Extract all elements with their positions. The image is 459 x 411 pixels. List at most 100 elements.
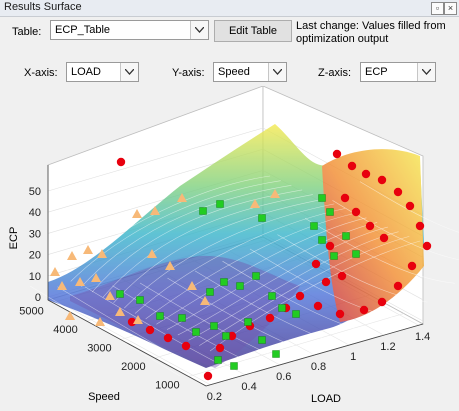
square-marker — [258, 214, 266, 222]
mesh-line — [167, 277, 318, 356]
square-marker — [318, 194, 326, 202]
triangle-marker — [115, 307, 125, 316]
circle-marker — [332, 149, 342, 159]
mesh-line — [59, 175, 271, 277]
square-marker — [222, 332, 230, 340]
square-marker — [156, 312, 164, 320]
mesh-line — [359, 181, 459, 233]
circle-marker — [321, 277, 331, 287]
triangle-marker — [250, 199, 260, 208]
triangle-marker — [105, 291, 115, 300]
load-axis-line — [205, 323, 424, 387]
speed-axis-line — [47, 299, 207, 387]
circle-marker — [265, 313, 275, 323]
edit-table-button[interactable]: Edit Table — [214, 20, 292, 42]
y-tick-label: 1000 — [155, 380, 179, 392]
chevron-down-icon — [417, 63, 435, 81]
triangle-marker — [150, 206, 160, 215]
mesh-line — [102, 194, 313, 298]
triangle-marker — [165, 261, 175, 270]
chevron-down-icon — [190, 21, 208, 39]
square-marker — [258, 336, 266, 344]
x-tick-label: 1.4 — [415, 331, 430, 343]
triangle-marker — [187, 281, 197, 290]
mesh-line — [113, 198, 324, 303]
status-text: Last change: Values filled from optimiza… — [296, 20, 446, 45]
chevron-down-icon — [120, 63, 138, 81]
triangle-marker — [91, 273, 101, 282]
circle-marker — [116, 157, 126, 167]
mesh-line — [134, 208, 346, 314]
x-axis-label: X-axis: — [24, 67, 58, 79]
mesh-line — [304, 218, 456, 284]
square-marker — [268, 292, 276, 300]
square-marker — [342, 232, 350, 240]
x-tick-label: 1 — [350, 351, 356, 363]
square-marker — [326, 208, 334, 216]
table-dropdown-value: ECP_Table — [55, 24, 111, 36]
square-marker — [252, 272, 260, 280]
mesh-line — [332, 200, 459, 261]
circle-marker — [379, 233, 389, 243]
circle-marker — [377, 175, 387, 185]
circle-marker — [405, 201, 415, 211]
circle-marker — [337, 271, 347, 281]
circle-marker — [407, 261, 417, 271]
mesh-line — [81, 184, 292, 287]
circle-marker — [335, 309, 345, 319]
triangle-marker — [50, 267, 60, 276]
square-marker — [220, 278, 228, 286]
triangle-marker — [133, 315, 143, 324]
grid-line — [47, 127, 264, 192]
triangle-marker — [95, 317, 105, 326]
square-marker — [210, 322, 218, 330]
mesh-line — [177, 226, 388, 336]
x-axis-title: LOAD — [311, 393, 341, 405]
square-marker — [292, 310, 300, 318]
z-tick-label: 10 — [29, 271, 41, 283]
y-tick-label: 4000 — [53, 324, 77, 336]
mesh-line — [145, 212, 356, 320]
table-dropdown[interactable]: ECP_Table — [50, 20, 209, 40]
grid-line — [52, 298, 211, 386]
triangle-marker — [177, 193, 187, 202]
window-title: Results Surface — [4, 1, 82, 13]
undock-button[interactable]: ▫ — [431, 2, 444, 15]
mesh-line — [70, 180, 281, 282]
circle-marker — [145, 325, 155, 335]
close-button[interactable]: × — [444, 2, 457, 15]
square-marker — [236, 282, 244, 290]
x-tick-label: 0.4 — [241, 381, 256, 393]
x-axis-dropdown[interactable]: LOAD — [66, 62, 139, 82]
square-marker — [199, 207, 207, 215]
mesh-line — [57, 286, 208, 375]
circle-marker — [365, 221, 375, 231]
mesh-line — [124, 203, 335, 309]
x-tick-label: 0.6 — [276, 371, 291, 383]
circle-marker — [181, 341, 191, 351]
circle-marker — [359, 305, 369, 315]
y-tick-label: 5000 — [19, 306, 43, 318]
z-tick-label: 0 — [35, 292, 41, 304]
circle-marker — [361, 169, 371, 179]
surface-plot[interactable]: 0 10 20 30 40 50 5000 4000 3000 2000 1000 0.2 0.4 0.6… — [0, 86, 459, 411]
y-axis-value: Speed — [218, 66, 250, 78]
y-axis-label: Y-axis: — [172, 67, 205, 79]
y-axis-dropdown[interactable]: Speed — [213, 62, 287, 82]
y-tick-label: 3000 — [87, 343, 111, 355]
circle-marker — [203, 371, 213, 381]
mesh-line — [222, 260, 373, 334]
mesh-line — [112, 285, 263, 369]
circle-marker — [163, 333, 173, 343]
square-marker — [278, 304, 286, 312]
circle-marker — [393, 187, 403, 197]
z-axis-value: ECP — [365, 66, 388, 78]
z-axis-dropdown[interactable]: ECP — [360, 62, 436, 82]
circle-marker — [393, 281, 403, 291]
circle-marker — [325, 241, 335, 251]
square-marker — [116, 290, 124, 298]
triangle-marker — [97, 249, 107, 258]
triangle-marker — [67, 251, 77, 260]
square-marker — [272, 350, 280, 358]
x-tick-label: 0.8 — [311, 361, 326, 373]
